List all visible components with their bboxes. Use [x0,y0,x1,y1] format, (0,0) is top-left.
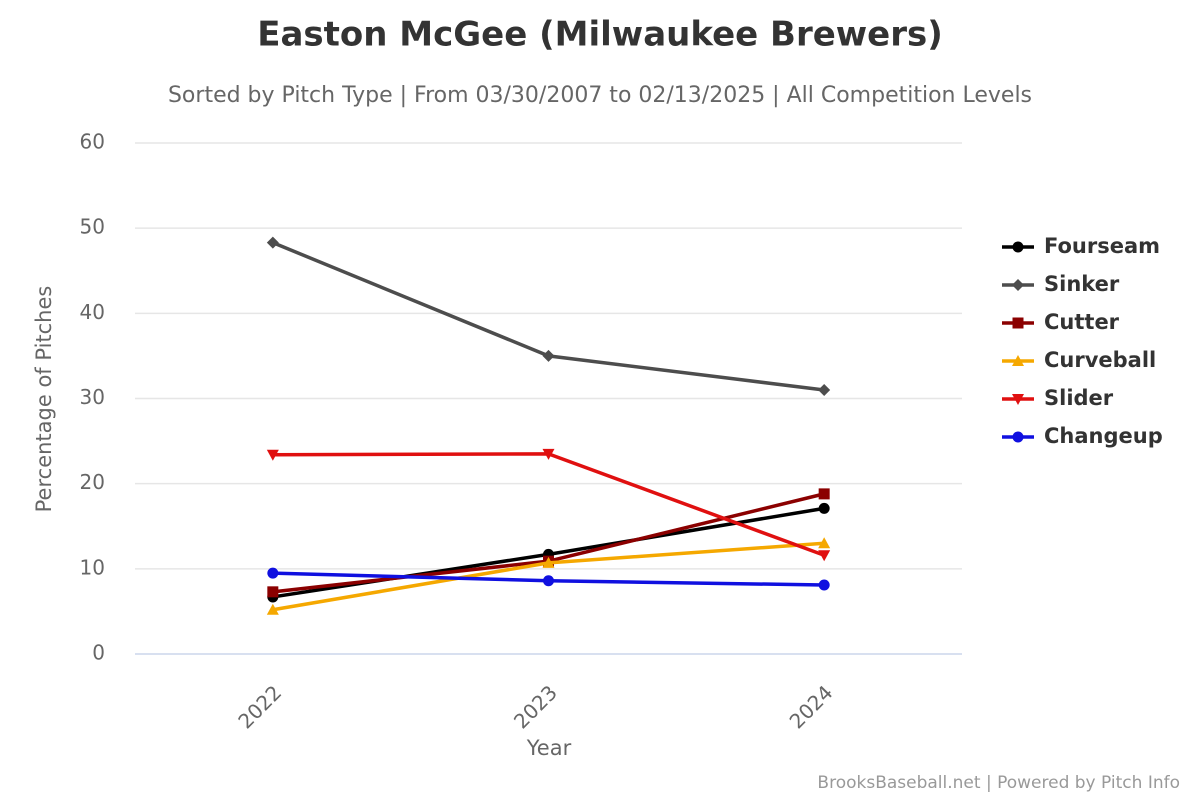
y-tick-label: 40 [80,300,105,324]
chart-title: Easton McGee (Milwaukee Brewers) [257,15,943,55]
chart-subtitle: Sorted by Pitch Type | From 03/30/2007 t… [168,83,1032,108]
point [267,586,279,598]
legend-label: Cutter [1044,310,1120,334]
y-tick-label: 10 [80,555,105,579]
point [818,579,830,591]
legend-label: Curveball [1044,348,1156,372]
point [1012,279,1024,291]
credit: BrooksBaseball.net | Powered by Pitch In… [817,773,1180,793]
point [542,556,555,568]
point [818,550,831,562]
point [542,349,555,362]
point [1012,241,1024,253]
y-tick-label: 30 [80,385,105,409]
point [1012,355,1024,366]
y-axis-title: Percentage of Pitches [32,286,56,513]
point [267,567,279,579]
point [1012,317,1024,329]
y-tick-label: 60 [80,130,105,154]
x-tick-label: 2022 [233,680,286,733]
y-tick-label: 50 [80,215,105,239]
series-line [272,241,825,392]
point [818,383,831,396]
point [266,449,279,461]
legend-label: Fourseam [1044,234,1160,258]
point [818,537,831,549]
point [542,448,555,460]
point [1012,431,1024,443]
x-axis-title: Year [526,736,572,760]
point [818,502,830,514]
point [818,488,830,500]
y-tick-label: 20 [80,470,105,494]
series-line [272,452,825,557]
y-tick-label: 0 [92,641,105,665]
x-tick-label: 2023 [509,680,562,733]
legend-label: Sinker [1044,272,1120,296]
point [543,575,554,587]
point [266,603,279,615]
point [1012,394,1024,405]
point [266,236,279,249]
legend-label: Slider [1044,386,1114,410]
x-tick-label: 2024 [785,680,838,733]
legend-label: Changeup [1044,424,1163,448]
